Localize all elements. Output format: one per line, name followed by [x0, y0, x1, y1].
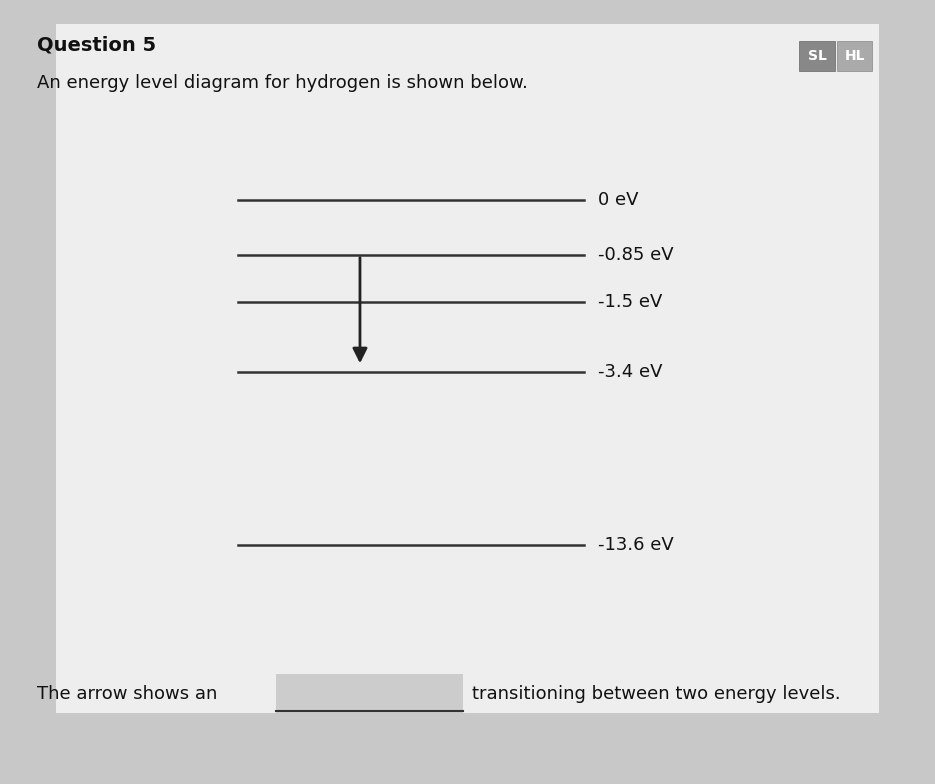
Text: -3.4 eV: -3.4 eV [598, 364, 663, 381]
Text: -13.6 eV: -13.6 eV [598, 536, 674, 554]
Text: Question 5: Question 5 [37, 35, 156, 54]
Text: transitioning between two energy levels.: transitioning between two energy levels. [472, 685, 841, 702]
Text: -0.85 eV: -0.85 eV [598, 246, 674, 263]
Text: 0 eV: 0 eV [598, 191, 639, 209]
Text: HL: HL [844, 49, 865, 63]
FancyBboxPatch shape [837, 41, 872, 71]
FancyBboxPatch shape [276, 674, 463, 713]
Text: The arrow shows an: The arrow shows an [37, 685, 218, 702]
FancyBboxPatch shape [56, 24, 879, 713]
Text: An energy level diagram for hydrogen is shown below.: An energy level diagram for hydrogen is … [37, 74, 528, 93]
Text: -1.5 eV: -1.5 eV [598, 293, 663, 310]
FancyBboxPatch shape [799, 41, 835, 71]
Text: SL: SL [808, 49, 827, 63]
